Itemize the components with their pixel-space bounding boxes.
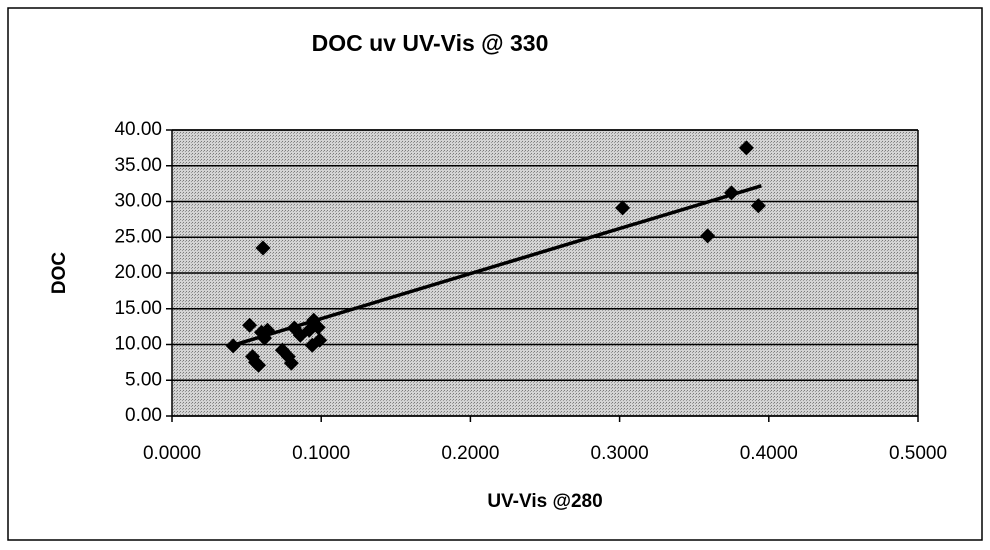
y-tick-label: 10.00: [114, 334, 162, 355]
data-point: [615, 200, 631, 216]
y-tick-label: 40.00: [114, 119, 162, 140]
data-point: [283, 355, 299, 371]
data-point: [310, 319, 326, 335]
data-point: [255, 240, 271, 256]
y-tick-label: 30.00: [114, 191, 162, 212]
y-axis-label: DOC: [49, 252, 70, 295]
x-tick-label: 0.1000: [292, 443, 350, 464]
y-tick-label: 20.00: [114, 262, 162, 283]
data-point: [248, 354, 264, 370]
x-axis-label: UV-Vis @280: [487, 491, 602, 512]
data-point: [225, 338, 241, 354]
y-tick-label: 35.00: [114, 155, 162, 176]
y-tick-label: 15.00: [114, 298, 162, 319]
x-tick-label: 0.3000: [591, 443, 649, 464]
data-point: [738, 140, 754, 156]
chart-title: DOC uv UV-Vis @ 330: [312, 30, 549, 56]
x-tick-label: 0.0000: [143, 443, 201, 464]
x-tick-label: 0.4000: [740, 443, 798, 464]
data-point: [750, 198, 766, 214]
data-point: [312, 332, 328, 348]
x-tick-label: 0.5000: [889, 443, 947, 464]
data-point: [700, 228, 716, 244]
trendline: [232, 184, 762, 347]
y-tick-label: 5.00: [125, 369, 162, 390]
data-point: [242, 317, 258, 333]
y-tick-label: 25.00: [114, 226, 162, 247]
y-tick-label: 0.00: [125, 405, 162, 426]
x-tick-label: 0.2000: [441, 443, 499, 464]
